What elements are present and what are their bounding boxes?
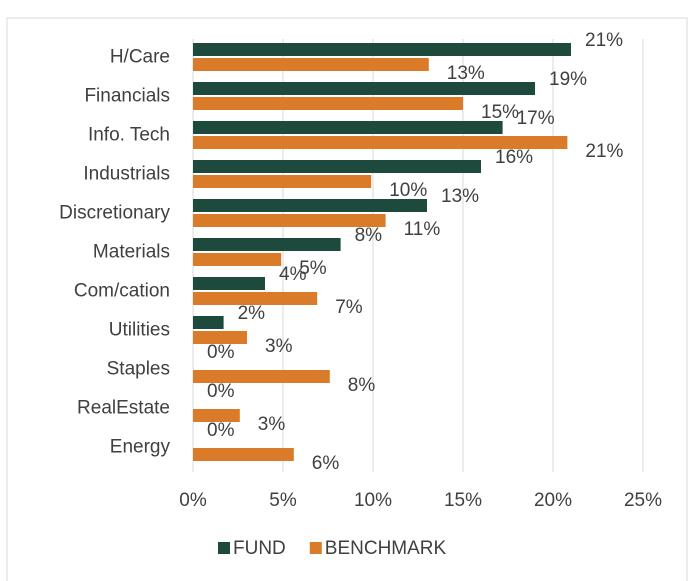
bar — [193, 292, 318, 305]
data-label: 13% — [441, 186, 479, 207]
bar — [193, 277, 265, 290]
bar — [193, 160, 481, 173]
y-tick-label: H/Care — [110, 47, 170, 68]
data-label: 0% — [207, 342, 235, 363]
bar — [193, 253, 282, 266]
data-label: 0% — [207, 381, 235, 402]
data-label: 4% — [279, 264, 307, 285]
chart-border — [6, 17, 688, 581]
bar — [193, 214, 386, 227]
x-tick-label: 25% — [624, 490, 662, 511]
y-tick-label: Info. Tech — [88, 125, 170, 146]
y-tick-label: Staples — [107, 359, 170, 380]
data-label: 5% — [299, 258, 327, 279]
bar — [193, 58, 429, 71]
y-tick-label: RealEstate — [77, 398, 170, 419]
x-tick-label: 0% — [179, 490, 207, 511]
x-tick-label: 5% — [269, 490, 297, 511]
bar — [193, 331, 247, 344]
data-label: 17% — [517, 108, 555, 129]
y-tick-label: Energy — [110, 437, 171, 458]
data-label: 8% — [355, 225, 383, 246]
bar — [193, 175, 372, 188]
data-label: 3% — [265, 336, 293, 357]
y-tick-label: Com/cation — [74, 281, 170, 302]
y-tick-label: Utilities — [109, 320, 170, 341]
bar — [193, 136, 568, 149]
data-label: 2% — [238, 303, 266, 324]
bar — [193, 82, 535, 95]
data-label: 6% — [312, 453, 340, 474]
data-label: 3% — [258, 414, 286, 435]
bar — [193, 409, 240, 422]
bar — [193, 316, 224, 329]
y-tick-label: Industrials — [83, 164, 170, 185]
bar — [193, 121, 503, 134]
x-tick-label: 15% — [444, 490, 482, 511]
bar — [193, 43, 571, 56]
bar — [193, 370, 330, 383]
data-label: 21% — [585, 141, 623, 162]
data-label: 19% — [549, 69, 587, 90]
data-label: 16% — [495, 147, 533, 168]
data-label: 15% — [481, 102, 519, 123]
data-label: 11% — [404, 219, 441, 240]
bar — [193, 199, 427, 212]
legend-swatch — [218, 542, 230, 554]
legend-label: BENCHMARK — [325, 538, 447, 559]
data-label: 10% — [389, 180, 427, 201]
data-label: 21% — [585, 30, 623, 51]
y-tick-label: Discretionary — [59, 203, 170, 224]
y-tick-label: Financials — [84, 86, 170, 107]
x-tick-label: 10% — [354, 490, 392, 511]
data-label: 8% — [348, 375, 376, 396]
y-tick-label: Materials — [93, 242, 170, 263]
data-label: 0% — [207, 420, 235, 441]
x-tick-label: 20% — [534, 490, 572, 511]
bar — [193, 97, 463, 110]
bar — [193, 238, 341, 251]
data-label: 7% — [335, 297, 363, 318]
legend-label: FUND — [233, 538, 286, 559]
legend-swatch — [309, 542, 322, 554]
data-label: 13% — [447, 63, 485, 84]
bar — [193, 448, 294, 461]
